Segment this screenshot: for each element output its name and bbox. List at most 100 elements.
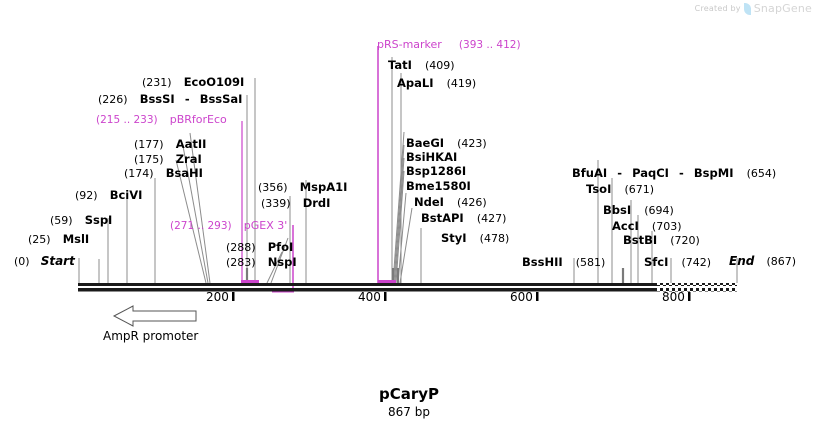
enzyme-label-bsaHI[interactable]: (174) BsaHI — [124, 164, 203, 180]
enzyme-position: (703) — [651, 220, 682, 233]
enzyme-position: (427) — [476, 212, 507, 225]
watermark-created-by-label: Created by — [694, 4, 741, 13]
enzyme-name: AccI — [612, 219, 639, 233]
enzyme-position: (288) — [226, 241, 256, 254]
enzyme-name: BstBI — [623, 233, 658, 247]
enzyme-name: BstAPI — [421, 211, 464, 225]
enzyme-name: BssSI — [139, 92, 175, 106]
enzyme-name: Bme1580I — [406, 179, 471, 193]
enzyme-position: (226) — [98, 93, 128, 106]
enzyme-label-ecoO109I[interactable]: (231) EcoO109I — [142, 73, 244, 89]
enzyme-position: (742) — [681, 256, 712, 269]
enzyme-position: (654) — [746, 167, 777, 180]
enzyme-position: (694) — [644, 204, 674, 217]
start-label: Start — [40, 254, 75, 268]
plasmid-name: pCaryP — [378, 385, 440, 403]
feature-label-pbrforeco[interactable]: (215 .. 233) pBRforEco — [96, 110, 227, 126]
enzyme-position: (671) — [624, 183, 655, 196]
enzyme-label-drdI[interactable]: (339) DrdI — [261, 194, 330, 210]
enzyme-position: (59) — [50, 214, 73, 227]
enzyme-name: SspI — [84, 213, 113, 227]
enzyme-name: TsoI — [586, 182, 612, 196]
enzyme-label-sfcI[interactable]: SfcI (742) — [644, 253, 711, 269]
enzyme-name: TatI — [388, 58, 412, 72]
enzyme-name: BspMI — [693, 166, 734, 180]
end-position: (867) — [766, 255, 797, 268]
enzyme-name: NspI — [267, 255, 297, 269]
enzyme-label-bme1580I[interactable]: Bme1580I — [406, 177, 471, 193]
backbone — [78, 283, 737, 292]
enzyme-name: StyI — [441, 231, 467, 245]
enzyme-label-bsiHKAI[interactable]: BsiHKAI — [406, 148, 457, 164]
enzyme-position: (175) — [134, 153, 164, 166]
enzyme-label-tatI[interactable]: TatI (409) — [388, 56, 455, 72]
enzyme-label-bssHII[interactable]: BssHII (581) — [522, 253, 605, 269]
plasmid-title: pCaryP — [0, 384, 818, 403]
enzyme-name: MspA1I — [299, 180, 348, 194]
enzyme-name: NdeI — [414, 195, 444, 209]
enzyme-name: Bsp1286I — [406, 164, 467, 178]
feature-range: (271 .. 293) — [170, 220, 232, 232]
enzyme-name: BaeGI — [406, 136, 445, 150]
enzyme-label-bciVI[interactable]: (92) BciVI — [75, 186, 142, 202]
ampr-promoter-label: AmpR promoter — [103, 329, 199, 343]
cut-site-ticks — [245, 268, 625, 283]
feature-label-pgex3[interactable]: (271 .. 293) pGEX 3' — [170, 216, 287, 232]
enzyme-label-sspI[interactable]: (59) SspI — [50, 211, 112, 227]
enzyme-name: BsaHI — [165, 166, 203, 180]
enzyme-position: (339) — [261, 197, 291, 210]
enzyme-position: (409) — [425, 59, 455, 72]
snapgene-leaf-icon — [743, 2, 751, 15]
feature-name: pGEX 3' — [243, 219, 288, 232]
leader-lines — [78, 57, 738, 284]
start-terminal-label: (0) Start — [14, 252, 75, 268]
enzyme-label-apaLI[interactable]: ApaLI (419) — [397, 74, 476, 90]
enzyme-label-bstAPI[interactable]: BstAPI (427) — [421, 209, 506, 225]
enzyme-label-tsoI[interactable]: TsoI (671) — [586, 180, 654, 196]
enzyme-label-bbsI[interactable]: BbsI (694) — [603, 201, 674, 217]
enzyme-name: PfoI — [267, 240, 294, 254]
enzyme-name: SfcI — [644, 255, 669, 269]
enzyme-position: (478) — [479, 232, 510, 245]
enzyme-name: BsiHKAI — [406, 150, 458, 164]
enzyme-label-styI[interactable]: StyI (478) — [441, 229, 509, 245]
enzyme-label-mslI[interactable]: (25) MslI — [28, 230, 89, 246]
end-terminal-label: End (867) — [729, 252, 796, 268]
enzyme-position: (581) — [575, 256, 606, 269]
ruler-ticks — [232, 292, 691, 301]
enzyme-label-mspA1I[interactable]: (356) MspA1I — [258, 178, 347, 194]
enzyme-position: (720) — [670, 234, 700, 247]
ruler-tick-label-400: 400 — [358, 290, 381, 304]
enzyme-position: (174) — [124, 167, 154, 180]
enzyme-label-ndeI[interactable]: NdeI (426) — [414, 193, 487, 209]
enzyme-position: (356) — [258, 181, 288, 194]
plasmid-length-label: 867 bp — [388, 405, 430, 419]
enzyme-name: ZraI — [175, 152, 202, 166]
plasmid-length: 867 bp — [0, 401, 818, 420]
enzyme-label-bssSI-bssSaI[interactable]: (226) BssSI - BssSaI — [98, 90, 242, 106]
enzyme-position: (25) — [28, 233, 51, 246]
enzyme-label-bstBI[interactable]: BstBI (720) — [623, 231, 700, 247]
ruler-tick-label-800: 800 — [662, 290, 685, 304]
enzyme-label-accI[interactable]: AccI (703) — [612, 217, 682, 233]
feature-label-prs-marker[interactable]: pRS-marker (393 .. 412) — [377, 35, 521, 51]
enzyme-name: DrdI — [302, 196, 331, 210]
enzyme-position: (92) — [75, 189, 98, 202]
enzyme-name: BssSaI — [199, 92, 243, 106]
enzyme-label-pfoI[interactable]: (288) PfoI — [226, 238, 293, 254]
enzyme-name: AatII — [175, 137, 207, 151]
ruler-tick-label-600: 600 — [510, 290, 533, 304]
enzyme-name-separator: - — [617, 166, 623, 180]
snapgene-watermark: Created by SnapGene — [695, 2, 812, 15]
enzyme-label-aatII[interactable]: (177) AatII — [134, 135, 206, 151]
enzyme-name: BbsI — [603, 203, 632, 217]
enzyme-label-baeGI[interactable]: BaeGI (423) — [406, 134, 487, 150]
enzyme-position: (177) — [134, 138, 164, 151]
enzyme-name: BfuAI — [572, 166, 608, 180]
enzyme-label-zraI[interactable]: (175) ZraI — [134, 150, 202, 166]
enzyme-label-bfuAI-paqCI-bspMI[interactable]: BfuAI - PaqCI - BspMI (654) — [572, 164, 776, 180]
enzyme-name: BciVI — [109, 188, 143, 202]
enzyme-label-nspI[interactable]: (283) NspI — [226, 253, 297, 269]
enzyme-label-bsp1286I[interactable]: Bsp1286I — [406, 162, 466, 178]
